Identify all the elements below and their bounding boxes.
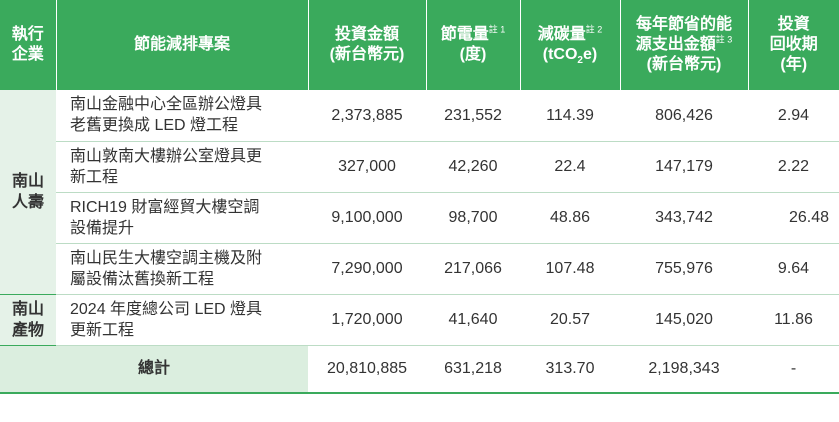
- carbon-cell: 48.86: [520, 192, 620, 244]
- table-body: 南山 人壽 南山金融中心全區辦公燈具 老舊更換成 LED 燈工程 2,373,8…: [0, 90, 839, 394]
- project-name-line-1: 2024 年度總公司 LED 燈具: [70, 300, 263, 318]
- total-row: 總計 20,810,885 631,218 313.70 2,198,343 -: [0, 345, 839, 394]
- project-name-line-1: 南山金融中心全區辦公燈具: [70, 96, 263, 114]
- project-cell: 2024 年度總公司 LED 燈具 更新工程: [56, 294, 308, 346]
- table-row: 南山民生大樓空調主機及附 屬設備汰舊換新工程 7,290,000 217,066…: [0, 243, 839, 295]
- header-payback-line-3: (年): [780, 56, 808, 73]
- savings-cell: 755,976: [620, 243, 748, 295]
- carbon-cell: 20.57: [520, 294, 620, 346]
- investment-cell: 7,290,000: [308, 243, 426, 295]
- header-savings-line-1: 每年節省的能: [635, 16, 732, 33]
- investment-cell: 1,720,000: [308, 294, 426, 346]
- total-savings: 2,198,343: [620, 345, 748, 394]
- payback-cell: 2.22: [748, 141, 839, 193]
- savings-cell: 145,020: [620, 294, 748, 346]
- header-payback: 投資 回收期 (年): [748, 0, 839, 90]
- energy-saving-projects-table: 執行 企業 節能減排專案 投資金額 (新台幣元) 節電量註 1 (度) 減碳量註…: [0, 0, 839, 394]
- project-cell: RICH19 財富經貿大樓空調 設備提升: [56, 192, 308, 244]
- header-savings-note: 註 3: [715, 34, 733, 45]
- project-name-line-1: 南山敦南大樓辦公室燈具更: [70, 147, 263, 165]
- payback-cell: 9.64: [748, 243, 839, 295]
- header-company-line-2: 企業: [11, 46, 44, 63]
- project-name-line-2: 屬設備汰舊換新工程: [70, 270, 215, 288]
- savings-cell: 806,426: [620, 90, 748, 142]
- table-header: 執行 企業 節能減排專案 投資金額 (新台幣元) 節電量註 1 (度) 減碳量註…: [0, 0, 839, 90]
- header-electricity-note: 註 1: [488, 24, 506, 35]
- table-row: 南山 人壽 南山金融中心全區辦公燈具 老舊更換成 LED 燈工程 2,373,8…: [0, 90, 839, 295]
- project-cell: 南山敦南大樓辦公室燈具更 新工程: [56, 141, 308, 193]
- electricity-cell: 217,066: [426, 243, 520, 295]
- savings-cell: 147,179: [620, 141, 748, 193]
- header-savings-line-2-wrap: 源支出金額註 3: [625, 35, 744, 55]
- electricity-cell: 231,552: [426, 90, 520, 142]
- header-company-line-1: 執行: [11, 26, 44, 43]
- investment-cell: 2,373,885: [308, 90, 426, 142]
- project-name-line-2: 更新工程: [70, 321, 135, 339]
- header-investment-unit: (新台幣元): [329, 46, 405, 63]
- project-name-line-1: 南山民生大樓空調主機及附: [70, 249, 263, 267]
- project-name-line-1: RICH19 財富經貿大樓空調: [70, 198, 260, 216]
- total-investment: 20,810,885: [308, 345, 426, 394]
- payback-cell: 11.86: [748, 294, 839, 346]
- electricity-cell: 98,700: [426, 192, 520, 244]
- payback-cell: 2.94: [748, 90, 839, 142]
- header-payback-line-2: 回收期: [769, 36, 818, 53]
- table-row: RICH19 財富經貿大樓空調 設備提升 9,100,000 98,700 48…: [0, 192, 839, 244]
- header-savings-line-2: 源支出金額: [635, 36, 716, 53]
- header-company: 執行 企業: [0, 0, 57, 90]
- header-investment-label: 投資金額: [334, 26, 399, 43]
- header-investment: 投資金額 (新台幣元): [308, 0, 427, 90]
- header-carbon-label: 減碳量: [537, 26, 586, 43]
- header-savings: 每年節省的能 源支出金額註 3 (新台幣元): [620, 0, 749, 90]
- header-row: 執行 企業 節能減排專案 投資金額 (新台幣元) 節電量註 1 (度) 減碳量註…: [0, 0, 839, 90]
- project-name-line-2: 老舊更換成 LED 燈工程: [70, 117, 239, 135]
- savings-cell: 343,742: [620, 192, 748, 244]
- company-cell-life: 南山 人壽: [0, 90, 56, 295]
- header-electricity-line: 節電量註 1: [431, 25, 516, 45]
- carbon-cell: 22.4: [520, 141, 620, 193]
- header-carbon-unit-sub: 2: [577, 55, 583, 67]
- company-cell-property: 南山 產物: [0, 294, 56, 346]
- payback-cell: 26.48: [748, 192, 839, 244]
- header-electricity-unit: (度): [459, 46, 487, 63]
- header-carbon-note: 註 2: [585, 24, 603, 35]
- company-name-line-2: 產物: [11, 321, 44, 339]
- project-name-line-2: 新工程: [70, 168, 119, 186]
- header-carbon-unit-prefix: (tCO: [542, 46, 578, 63]
- header-carbon: 減碳量註 2 (tCO2e): [520, 0, 621, 90]
- total-label: 總計: [0, 345, 308, 394]
- total-payback: -: [748, 345, 839, 394]
- table-row: 南山敦南大樓辦公室燈具更 新工程 327,000 42,260 22.4 147…: [0, 141, 839, 193]
- carbon-cell: 114.39: [520, 90, 620, 142]
- company-name-line-1: 南山: [11, 300, 44, 318]
- header-electricity: 節電量註 1 (度): [426, 0, 521, 90]
- header-carbon-line: 減碳量註 2: [525, 25, 616, 45]
- project-name-line-2: 設備提升: [70, 219, 135, 237]
- electricity-cell: 41,640: [426, 294, 520, 346]
- electricity-cell: 42,260: [426, 141, 520, 193]
- header-carbon-unit-suffix: e): [582, 46, 598, 63]
- carbon-cell: 107.48: [520, 243, 620, 295]
- project-cell: 南山民生大樓空調主機及附 屬設備汰舊換新工程: [56, 243, 308, 295]
- investment-cell: 327,000: [308, 141, 426, 193]
- total-electricity: 631,218: [426, 345, 520, 394]
- investment-cell: 9,100,000: [308, 192, 426, 244]
- header-savings-unit: (新台幣元): [646, 56, 722, 73]
- table-row: 南山 產物 2024 年度總公司 LED 燈具 更新工程 1,720,000 4…: [0, 294, 839, 346]
- project-cell: 南山金融中心全區辦公燈具 老舊更換成 LED 燈工程: [56, 90, 308, 142]
- header-project-label: 節能減排專案: [133, 36, 230, 53]
- header-electricity-label: 節電量: [440, 26, 489, 43]
- company-name-line-2: 人壽: [11, 193, 44, 211]
- company-name-line-1: 南山: [11, 172, 44, 190]
- header-carbon-unit: (tCO2e): [525, 45, 616, 67]
- header-payback-line-1: 投資: [777, 16, 810, 33]
- header-project: 節能減排專案: [56, 0, 309, 90]
- total-carbon: 313.70: [520, 345, 620, 394]
